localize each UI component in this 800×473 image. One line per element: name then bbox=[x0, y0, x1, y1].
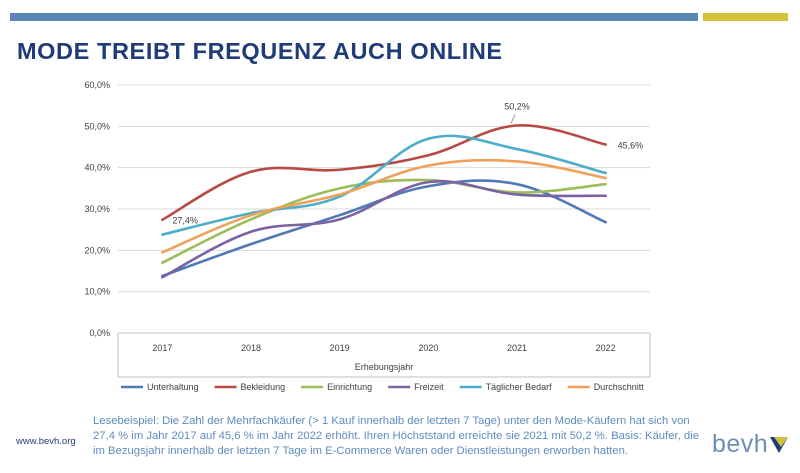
data-label: 27,4% bbox=[172, 216, 198, 226]
y-tick-label: 40,0% bbox=[84, 163, 110, 173]
x-axis-title: Erhebungsjahr bbox=[355, 362, 414, 372]
series-line-freizeit bbox=[161, 180, 607, 279]
page-title: MODE TREIBT FREQUENZ AUCH ONLINE bbox=[17, 38, 503, 64]
footer-url[interactable]: www.bevh.org bbox=[16, 436, 76, 447]
series-line-täglicher-bedarf bbox=[161, 134, 607, 236]
data-label: 50,2% bbox=[504, 102, 530, 112]
y-tick-label: 20,0% bbox=[84, 245, 110, 255]
data-label-leader bbox=[510, 114, 516, 124]
y-tick-label: 0,0% bbox=[89, 328, 110, 338]
caption-text: Lesebeispiel: Die Zahl der Mehrfachkäufe… bbox=[93, 415, 699, 457]
bevh-logo: bevh bbox=[712, 430, 792, 460]
y-tick-label: 60,0% bbox=[84, 80, 110, 90]
series-line-bekleidung bbox=[161, 124, 607, 222]
series-line-einrichtung bbox=[161, 178, 607, 265]
legend-label-bekleidung: Bekleidung bbox=[241, 382, 286, 392]
y-tick-label: 10,0% bbox=[84, 287, 110, 297]
data-label: 45,6% bbox=[618, 141, 644, 151]
legend-label-einrichtung: Einrichtung bbox=[327, 382, 372, 392]
series-line-durchschnitt bbox=[161, 158, 607, 254]
y-tick-label: 30,0% bbox=[84, 204, 110, 214]
legend-label-freizeit: Freizeit bbox=[414, 382, 444, 392]
legend-label-unterhaltung: Unterhaltung bbox=[147, 382, 199, 392]
x-tick-label: 2019 bbox=[330, 343, 350, 353]
line-chart: 0,0% 10,0% 20,0% 30,0% 40,0% 50,0% 60,0% 2017 20… bbox=[84, 80, 651, 392]
legend-label-täglicher-bedarf: Täglicher Bedarf bbox=[486, 382, 553, 392]
x-tick-label: 2022 bbox=[596, 343, 616, 353]
legend-label-durchschnitt: Durchschnitt bbox=[594, 382, 645, 392]
x-tick-label: 2018 bbox=[241, 343, 261, 353]
y-tick-label: 50,0% bbox=[84, 121, 110, 131]
logo-wordmark: bevh bbox=[712, 430, 769, 458]
x-tick-label: 2017 bbox=[152, 343, 172, 353]
header-bar-blue bbox=[10, 13, 698, 21]
header-bar-yellow bbox=[703, 13, 788, 21]
x-tick-label: 2020 bbox=[418, 343, 438, 353]
x-tick-label: 2021 bbox=[507, 343, 527, 353]
logo-emblem-icon bbox=[770, 437, 788, 453]
